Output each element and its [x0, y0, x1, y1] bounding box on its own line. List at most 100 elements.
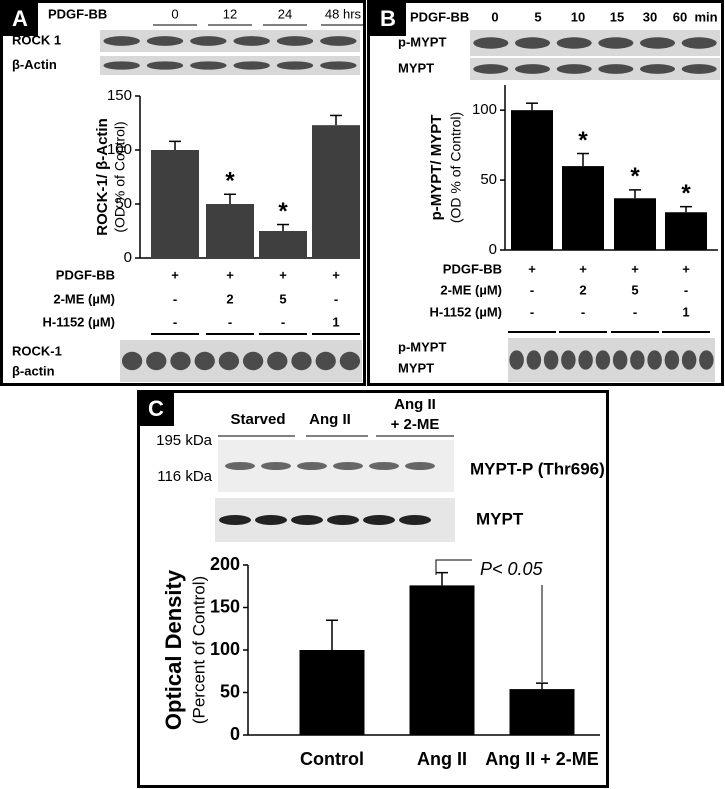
condition-value: -: [684, 282, 688, 297]
blot-band: [103, 36, 140, 46]
bar: [614, 198, 656, 250]
blot-band: [699, 350, 714, 370]
blot-band: [640, 37, 675, 49]
blot-band: [526, 350, 542, 370]
condition-value: 2: [226, 291, 233, 306]
bar: [299, 650, 365, 735]
significance-mark: *: [681, 180, 691, 207]
panel-a-frame: [0, 0, 366, 386]
blot-lane-label: 12: [223, 6, 237, 21]
blot-lane-label: 30: [643, 9, 657, 24]
condition-value: -: [281, 314, 285, 329]
blot-band: [561, 350, 576, 370]
blot-lane-label: + 2-ME: [391, 416, 440, 433]
blot-band: [339, 351, 361, 371]
lower-blot-label: β-actin: [12, 363, 55, 378]
panel-letter: B: [380, 6, 396, 31]
blot-band: [578, 350, 593, 370]
blot-band: [556, 64, 592, 74]
y-axis-title: ROCK-1/ β-Actin: [94, 118, 111, 236]
blot-band: [664, 350, 680, 370]
y-tick-label: 200: [210, 554, 240, 574]
lower-blot-label: p-MYPT: [398, 339, 446, 354]
blot-lane-label: 24: [278, 6, 292, 21]
condition-value: +: [226, 267, 234, 282]
blot-band: [242, 351, 264, 371]
x-tick-label: Control: [300, 749, 364, 769]
blot-band: [297, 462, 327, 470]
y-axis-subtitle: (OD % of Control): [448, 112, 464, 223]
blot-band: [103, 61, 140, 70]
condition-value: 2: [579, 282, 586, 297]
blot-lane-label: 48 hrs: [325, 6, 362, 21]
condition-value: +: [332, 267, 340, 282]
condition-label: PDGF-BB: [443, 261, 502, 276]
condition-label: H-1152 (µM): [429, 304, 502, 319]
blot-band: [681, 64, 717, 74]
condition-value: -: [228, 314, 232, 329]
y-tick-label: 0: [230, 724, 240, 744]
panel-b-frame: [367, 0, 724, 386]
blot-band: [640, 64, 675, 74]
blot-band: [399, 515, 431, 525]
y-tick-label: 100: [210, 639, 240, 659]
blot-band: [225, 462, 255, 470]
x-tick-label: Ang II: [417, 749, 467, 769]
condition-value: 1: [682, 304, 689, 319]
y-axis-title: Optical Density: [161, 569, 186, 730]
blot-band: [218, 351, 240, 371]
condition-value: +: [279, 267, 287, 282]
blot-band: [276, 61, 314, 70]
blot: [100, 30, 360, 52]
blot: [100, 56, 360, 75]
y-tick-label: 100: [472, 101, 497, 118]
bar: [562, 166, 604, 250]
condition-value: +: [631, 261, 639, 276]
blot-band: [647, 350, 662, 370]
y-tick-label: 50: [220, 681, 240, 701]
blot-band: [146, 351, 167, 371]
y-tick-label: 50: [115, 195, 132, 212]
blot-band: [146, 36, 184, 46]
blot-band: [291, 515, 323, 525]
blot-band: [320, 61, 357, 70]
blot-header-label: PDGF-BB: [410, 9, 469, 24]
bar: [409, 585, 475, 735]
blot-lane-label: min: [694, 9, 717, 24]
blot-label: MYPT: [398, 60, 434, 75]
condition-label: H-1152 (µM): [42, 314, 115, 329]
blot-band: [515, 37, 550, 49]
blot-band: [146, 61, 184, 70]
bar: [665, 212, 707, 250]
panel-letter: C: [148, 396, 164, 421]
condition-value: -: [173, 314, 177, 329]
bar: [312, 125, 360, 258]
blot-lane-label: 15: [610, 9, 624, 24]
blot-label: β-Actin: [12, 57, 57, 72]
blot-label: MYPT: [476, 509, 524, 528]
panel-letter-box: [370, 2, 406, 36]
blot-band: [630, 350, 645, 370]
blot-band: [170, 351, 191, 371]
blot-lane-label: Ang II: [309, 411, 351, 428]
y-tick-label: 150: [107, 87, 132, 104]
condition-value: -: [581, 304, 585, 319]
blot-band: [543, 350, 559, 370]
panel-letter-box: [138, 392, 174, 426]
bar: [206, 204, 254, 258]
significance-bracket: [435, 559, 543, 682]
x-tick-label: Ang II + 2-ME: [485, 749, 599, 769]
blot-band: [333, 462, 363, 470]
y-tick-label: 0: [489, 241, 497, 258]
condition-value: 5: [631, 282, 638, 297]
y-axis-title: p-MYPT/ MYPT: [428, 115, 445, 221]
blot-lane-label: 0: [171, 6, 178, 21]
blot-band: [261, 462, 291, 470]
significance-mark: *: [578, 127, 588, 154]
y-axis-subtitle: (OD % of Control): [112, 121, 128, 232]
lower-blot-label: MYPT: [398, 360, 434, 375]
blot-lane-label: 5: [534, 9, 541, 24]
blot-band: [509, 350, 524, 370]
y-tick-label: 0: [124, 249, 132, 266]
blot-band: [315, 351, 336, 371]
